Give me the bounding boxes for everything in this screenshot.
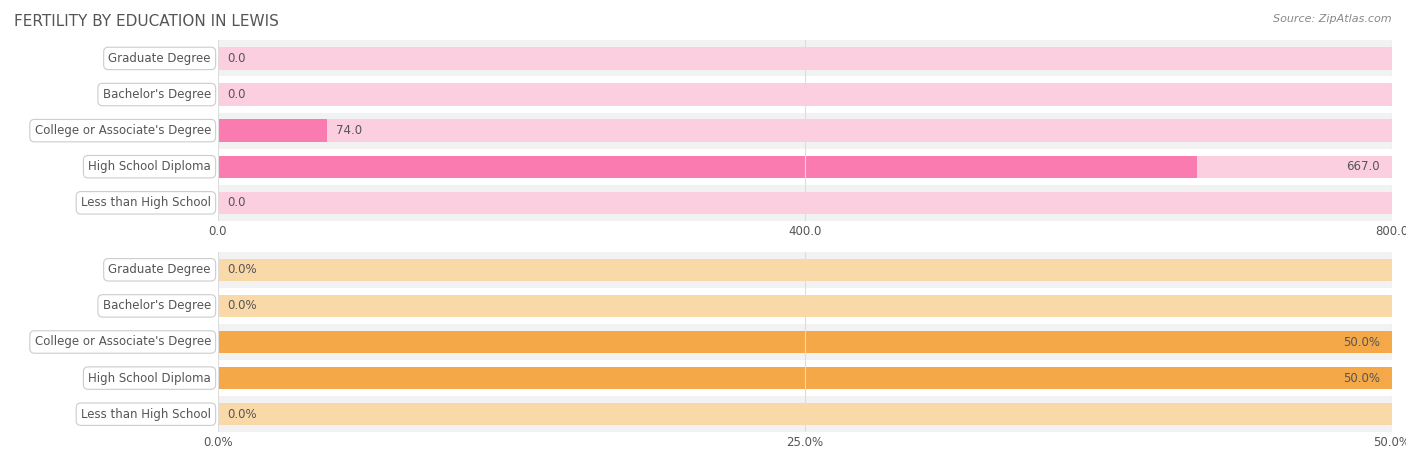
Bar: [218, 83, 1392, 106]
Text: College or Associate's Degree: College or Associate's Degree: [35, 335, 211, 349]
Text: Source: ZipAtlas.com: Source: ZipAtlas.com: [1274, 14, 1392, 24]
Bar: [218, 324, 1392, 360]
Text: 0.0%: 0.0%: [228, 299, 257, 313]
Text: 0.0%: 0.0%: [228, 263, 257, 276]
Bar: [218, 155, 1197, 178]
Bar: [218, 252, 1392, 288]
Text: 0.0: 0.0: [228, 52, 246, 65]
Bar: [218, 119, 1392, 142]
Bar: [218, 40, 1392, 76]
Text: Bachelor's Degree: Bachelor's Degree: [103, 299, 211, 313]
Text: High School Diploma: High School Diploma: [89, 371, 211, 385]
Bar: [218, 360, 1392, 396]
Text: 74.0: 74.0: [336, 124, 361, 137]
Bar: [218, 191, 1392, 214]
Text: College or Associate's Degree: College or Associate's Degree: [35, 124, 211, 137]
Bar: [218, 396, 1392, 432]
Text: Less than High School: Less than High School: [82, 196, 211, 209]
Bar: [218, 258, 1392, 281]
Text: 0.0%: 0.0%: [228, 408, 257, 421]
Text: 50.0%: 50.0%: [1343, 371, 1381, 385]
Text: 0.0: 0.0: [228, 196, 246, 209]
Text: High School Diploma: High School Diploma: [89, 160, 211, 173]
Bar: [218, 185, 1392, 221]
Text: 0.0: 0.0: [228, 88, 246, 101]
Bar: [218, 331, 1392, 353]
Bar: [218, 288, 1392, 324]
Bar: [218, 149, 1392, 185]
Bar: [218, 47, 1392, 70]
Text: 667.0: 667.0: [1347, 160, 1381, 173]
Bar: [218, 403, 1392, 426]
Bar: [218, 367, 1392, 389]
Bar: [218, 113, 1392, 149]
Text: FERTILITY BY EDUCATION IN LEWIS: FERTILITY BY EDUCATION IN LEWIS: [14, 14, 278, 29]
Bar: [218, 367, 1392, 389]
Bar: [218, 331, 1392, 353]
Text: Graduate Degree: Graduate Degree: [108, 52, 211, 65]
Text: Graduate Degree: Graduate Degree: [108, 263, 211, 276]
Bar: [218, 76, 1392, 113]
Text: Bachelor's Degree: Bachelor's Degree: [103, 88, 211, 101]
Text: Less than High School: Less than High School: [82, 408, 211, 421]
Text: 50.0%: 50.0%: [1343, 335, 1381, 349]
Bar: [218, 119, 326, 142]
Bar: [218, 155, 1392, 178]
Bar: [218, 294, 1392, 317]
